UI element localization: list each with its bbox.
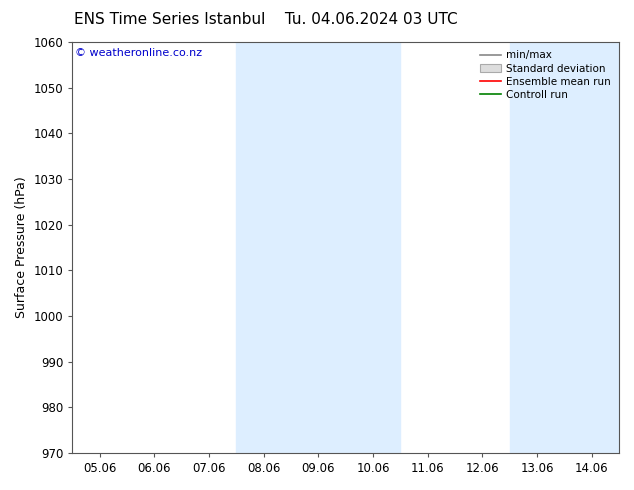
Text: ENS Time Series Istanbul    Tu. 04.06.2024 03 UTC: ENS Time Series Istanbul Tu. 04.06.2024 … — [74, 12, 458, 27]
Y-axis label: Surface Pressure (hPa): Surface Pressure (hPa) — [15, 176, 28, 318]
Bar — [510, 42, 619, 453]
Text: © weatheronline.co.nz: © weatheronline.co.nz — [75, 48, 202, 58]
Bar — [236, 42, 400, 453]
Legend: min/max, Standard deviation, Ensemble mean run, Controll run: min/max, Standard deviation, Ensemble me… — [477, 47, 614, 103]
